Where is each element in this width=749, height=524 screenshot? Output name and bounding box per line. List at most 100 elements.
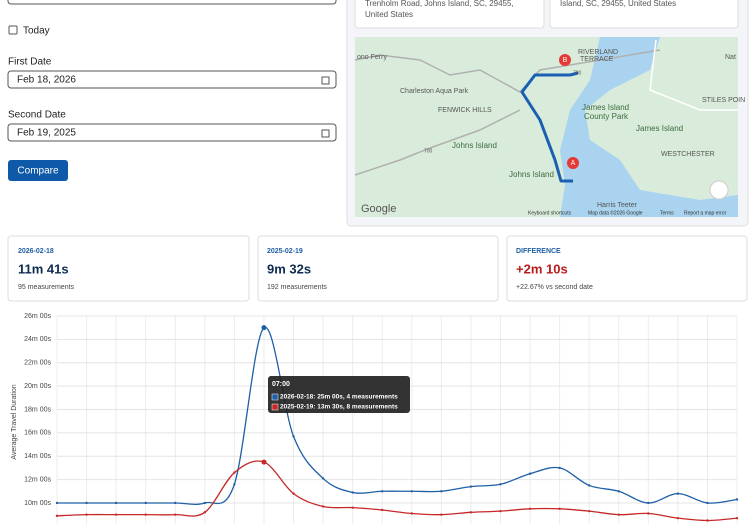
- data-point: [55, 501, 59, 505]
- card-value: 9m 32s: [267, 261, 311, 276]
- data-point: [292, 492, 295, 495]
- data-point: [617, 490, 620, 493]
- map-label: STILES POIN: [702, 97, 745, 104]
- compare-button-label: Compare: [17, 166, 59, 177]
- y-tick-label: 26m 00s: [24, 313, 51, 320]
- tooltip-line: 2025-02-19: 13m 30s, 8 measurements: [280, 404, 398, 411]
- first-date-value: Feb 18, 2026: [17, 75, 76, 86]
- marker-a[interactable]: [567, 157, 579, 169]
- map-label: TERRACE: [580, 56, 614, 63]
- data-point: [499, 509, 502, 513]
- y-tick-label: 18m 00s: [24, 406, 51, 413]
- data-point: [410, 512, 413, 515]
- data-point: [233, 471, 236, 474]
- data-point: [410, 490, 413, 493]
- map-label: Johns Island: [452, 141, 497, 150]
- data-point: [55, 514, 59, 518]
- card-note: 95 measurements: [18, 284, 75, 291]
- map-label: Google: [361, 203, 396, 215]
- address-line: United States: [365, 10, 413, 19]
- card-label: 2026-02-18: [18, 248, 54, 255]
- map-road: [354, 109, 521, 176]
- data-point: [440, 490, 443, 493]
- first-date-label: First Date: [8, 57, 52, 68]
- card-label: DIFFERENCE: [516, 248, 561, 255]
- calendar-icon[interactable]: [321, 76, 330, 85]
- marker-b[interactable]: [559, 54, 571, 66]
- y-tick-label: 16m 00s: [24, 430, 51, 437]
- data-point: [233, 483, 236, 486]
- data-point: [144, 501, 147, 505]
- y-tick-label: 10m 00s: [24, 500, 51, 507]
- marker-label: B: [563, 57, 568, 64]
- summary-card: [7, 235, 250, 302]
- data-point: [647, 512, 650, 515]
- y-tick-label: 24m 00s: [24, 336, 51, 343]
- map-control[interactable]: [709, 180, 729, 200]
- data-point: [321, 477, 325, 480]
- card-note: 192 measurements: [267, 284, 327, 291]
- card-value: +2m 10s: [516, 261, 568, 276]
- series-line: [56, 460, 738, 522]
- data-point: [528, 472, 532, 475]
- map-label[interactable]: Report a map error: [684, 210, 727, 216]
- map-label: ono Ferry: [357, 54, 387, 61]
- data-point: [321, 505, 325, 508]
- map[interactable]: B A ono Ferry RIVERLAND TERRACE Charlest…: [354, 37, 745, 217]
- data-point: [261, 459, 267, 465]
- calendar-icon[interactable]: [321, 129, 330, 138]
- data-point: [706, 519, 709, 522]
- map-label: FENWICK HILLS: [438, 107, 492, 114]
- cut-input[interactable]: [7, 0, 337, 5]
- map-label: Johns Island: [509, 170, 554, 179]
- second-date-value: Feb 19, 2025: [17, 128, 76, 139]
- data-point: [676, 516, 680, 520]
- data-point: [558, 466, 561, 470]
- map-land: [355, 37, 738, 217]
- map-label: Nat: [725, 54, 736, 61]
- map-label: 700: [424, 148, 433, 154]
- y-tick-label: 22m 00s: [24, 360, 51, 367]
- map-label[interactable]: Keyboard shortcuts: [528, 210, 572, 216]
- map-label: RIVERLAND: [578, 49, 618, 56]
- address-card: [354, 0, 545, 29]
- data-point: [528, 507, 532, 511]
- data-point: [647, 501, 650, 505]
- card-label: 2025-02-19: [267, 248, 303, 255]
- chart: Average Travel Duration 10m 00s 12m 00s 14…: [11, 313, 739, 524]
- data-point: [735, 498, 739, 501]
- summary-card: [506, 235, 748, 302]
- y-axis-title: Average Travel Duration: [11, 384, 18, 459]
- address-line: Trenholm Road, Johns Island, SC, 29455,: [365, 0, 514, 8]
- y-tick-label: 12m 00s: [24, 476, 51, 483]
- data-point: [499, 483, 502, 486]
- today-checkbox[interactable]: [8, 25, 18, 35]
- data-point: [735, 516, 739, 520]
- map-label: 700: [573, 70, 582, 76]
- data-point: [351, 506, 354, 509]
- data-point: [144, 513, 147, 516]
- data-point: [114, 513, 118, 516]
- map-label: WESTCHESTER: [661, 151, 715, 158]
- map-label[interactable]: Terms: [660, 210, 674, 216]
- card-value: 11m 41s: [18, 261, 69, 276]
- data-point: [85, 501, 88, 505]
- card-note: +22.67% vs second date: [516, 284, 593, 291]
- data-point: [203, 501, 207, 505]
- compare-button[interactable]: [8, 160, 68, 181]
- data-point: [469, 485, 473, 488]
- data-point: [292, 435, 295, 438]
- route-line: [520, 71, 579, 183]
- second-date-input[interactable]: [7, 123, 337, 142]
- data-point: [114, 501, 118, 505]
- data-point: [351, 491, 354, 494]
- second-date-label: Second Date: [8, 110, 66, 121]
- first-date-input[interactable]: [7, 70, 337, 89]
- data-point: [381, 490, 384, 493]
- tooltip-line: 2026-02-18: 25m 00s, 4 measurements: [280, 394, 398, 401]
- map-water: [560, 37, 738, 217]
- map-road: [354, 49, 661, 93]
- y-tick-label: 14m 00s: [24, 453, 51, 460]
- data-point: [617, 513, 620, 516]
